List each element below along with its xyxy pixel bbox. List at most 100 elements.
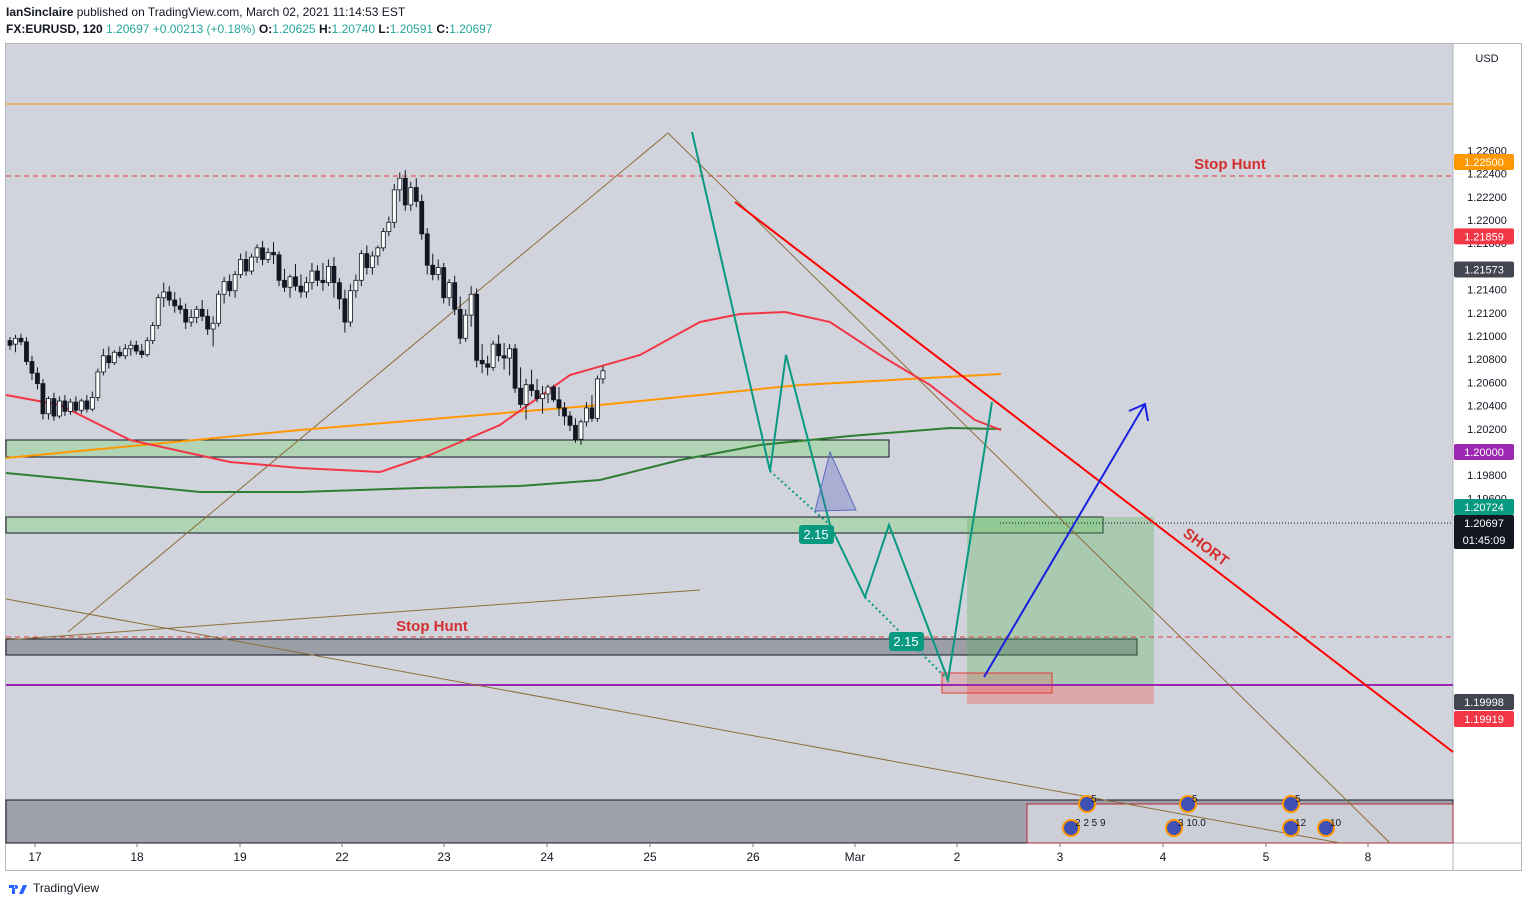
- open-label: O:: [258, 22, 273, 36]
- candle: [309, 262, 315, 290]
- candle-body: [496, 343, 502, 357]
- price-tag-label-5: 1.20000: [1464, 447, 1504, 459]
- candle: [523, 378, 529, 420]
- candle: [194, 305, 200, 324]
- event-marker[interactable]: 10: [1317, 818, 1342, 837]
- candle: [430, 253, 436, 281]
- candle: [391, 184, 397, 229]
- time-tick-label-5: 24: [540, 850, 554, 864]
- candle-body: [584, 407, 589, 423]
- candle: [457, 296, 463, 345]
- price-tag-7: [1454, 711, 1514, 727]
- candle-body: [380, 231, 386, 249]
- high-value: 1.20740: [331, 22, 376, 36]
- candle: [474, 288, 480, 368]
- candle: [463, 309, 469, 342]
- price-change: +0.00213 (+0.18%): [152, 22, 256, 36]
- candle-body: [216, 293, 222, 324]
- candle: [551, 384, 556, 403]
- candle: [35, 367, 40, 390]
- price-tag-label-3: 1.20724: [1464, 502, 1504, 514]
- candle-body: [35, 372, 40, 384]
- candle-body: [424, 233, 430, 266]
- candle: [589, 395, 595, 422]
- candle: [216, 290, 222, 327]
- candle-body: [419, 201, 425, 235]
- candle-body: [320, 279, 326, 284]
- candle: [496, 334, 502, 362]
- price-tick-label-1: 1.22400: [1467, 169, 1507, 181]
- high-label: H:: [318, 22, 332, 36]
- candle: [199, 300, 205, 321]
- moving-average-green: [5, 426, 1002, 493]
- candle-body: [183, 308, 189, 323]
- price-tag-4: [1454, 515, 1514, 549]
- candle-body: [452, 282, 458, 310]
- footer-brand[interactable]: TradingView: [33, 881, 100, 895]
- candle: [545, 384, 551, 404]
- candle-body: [254, 247, 260, 258]
- time-tick-label-6: 25: [643, 850, 657, 864]
- candle: [408, 181, 414, 211]
- moving-average-red: [5, 310, 1002, 474]
- time-tick-label-8: Mar: [845, 850, 866, 864]
- candle: [518, 367, 523, 408]
- candle-body: [408, 187, 414, 206]
- wedge-line-left: [67, 132, 669, 633]
- symbol-name[interactable]: FX:EURUSD, 120: [6, 22, 103, 36]
- harmonic-zigzag-1: [691, 131, 831, 526]
- event-marker[interactable]: 5: [1078, 794, 1097, 813]
- candle-body: [117, 351, 123, 357]
- candle: [221, 276, 227, 304]
- close-value: 1.20697: [449, 22, 493, 36]
- price-tick-label-8: 1.21000: [1467, 331, 1507, 343]
- pattern-label-2: 2.15: [893, 634, 918, 649]
- event-count: 5: [1295, 794, 1301, 805]
- candle-body: [402, 177, 408, 206]
- event-marker[interactable]: 5: [1282, 794, 1301, 813]
- candle: [24, 337, 29, 365]
- candle: [490, 340, 496, 371]
- candle: [172, 291, 178, 313]
- candle-body: [238, 259, 243, 275]
- candle-body: [221, 281, 227, 295]
- candle: [369, 251, 375, 275]
- candle: [304, 276, 309, 298]
- candle-body: [545, 386, 551, 395]
- tradingview-logo-icon[interactable]: [8, 881, 28, 895]
- candle-body: [287, 276, 293, 288]
- candle: [183, 303, 189, 330]
- candle-body: [51, 398, 57, 417]
- countdown-label: 01:45:09: [1463, 535, 1506, 547]
- candle-body: [161, 291, 167, 299]
- candle: [320, 262, 326, 291]
- candle: [144, 337, 150, 357]
- time-tick-label-9: 2: [954, 850, 961, 864]
- event-marker[interactable]: 5: [1179, 794, 1198, 813]
- long-position-profit-zone: [967, 517, 1154, 685]
- candle-body: [106, 355, 112, 364]
- event-count: 2 2 5 9: [1075, 818, 1106, 829]
- currency-label: USD: [1475, 53, 1498, 65]
- candle-body: [276, 254, 282, 281]
- open-value: 1.20625: [272, 22, 316, 36]
- event-marker[interactable]: 3 10.0: [1165, 818, 1206, 837]
- time-tick-label-3: 22: [335, 850, 349, 864]
- candle: [386, 216, 392, 237]
- stop-box: [941, 672, 1053, 694]
- event-flag-icon: [1165, 819, 1183, 837]
- event-flag-icon: [1062, 819, 1080, 837]
- price-tag-label-4: 1.20697: [1464, 518, 1504, 530]
- candle: [128, 340, 134, 356]
- candle: [534, 378, 540, 403]
- candle: [512, 344, 518, 393]
- candle: [133, 340, 139, 355]
- event-marker[interactable]: 2 2 5 9: [1062, 818, 1106, 837]
- candle-body: [595, 378, 600, 419]
- candle: [271, 242, 276, 265]
- event-marker[interactable]: 12: [1282, 818, 1307, 837]
- candle-body: [336, 282, 342, 300]
- candle-body: [122, 348, 128, 357]
- author-name[interactable]: IanSinclaire: [6, 5, 74, 19]
